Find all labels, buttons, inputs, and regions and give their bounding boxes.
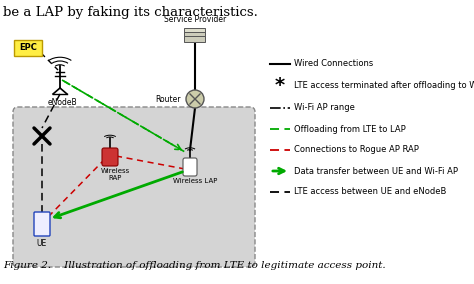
Text: Offloading from LTE to LAP: Offloading from LTE to LAP xyxy=(294,124,406,133)
Text: EPC: EPC xyxy=(19,43,37,53)
Text: LTE access terminated after offloading to Wi-Fi: LTE access terminated after offloading t… xyxy=(294,82,474,91)
FancyBboxPatch shape xyxy=(184,36,206,41)
FancyBboxPatch shape xyxy=(102,148,118,166)
Text: *: * xyxy=(275,76,285,95)
FancyBboxPatch shape xyxy=(184,32,206,37)
Text: Service Provider: Service Provider xyxy=(164,15,226,24)
Text: eNodeB: eNodeB xyxy=(47,98,77,107)
Text: Wireless
RAP: Wireless RAP xyxy=(100,168,129,181)
Text: Connections to Rogue AP RAP: Connections to Rogue AP RAP xyxy=(294,145,419,154)
FancyBboxPatch shape xyxy=(34,212,50,236)
FancyBboxPatch shape xyxy=(183,158,197,176)
Circle shape xyxy=(186,90,204,108)
Text: Data transfer between UE and Wi-Fi AP: Data transfer between UE and Wi-Fi AP xyxy=(294,166,458,176)
FancyBboxPatch shape xyxy=(184,28,206,34)
FancyBboxPatch shape xyxy=(13,107,255,267)
Text: be a LAP by faking its characteristics.: be a LAP by faking its characteristics. xyxy=(3,6,258,19)
Text: Wi-Fi AP range: Wi-Fi AP range xyxy=(294,103,355,112)
Text: Wireless LAP: Wireless LAP xyxy=(173,178,217,184)
Text: Wired Connections: Wired Connections xyxy=(294,60,373,68)
Text: LTE access between UE and eNodeB: LTE access between UE and eNodeB xyxy=(294,187,447,197)
Text: Router: Router xyxy=(155,95,181,103)
Text: Figure 2.    Illustration of offloading from LTE to legitimate access point.: Figure 2. Illustration of offloading fro… xyxy=(3,261,386,270)
FancyBboxPatch shape xyxy=(14,40,42,56)
Text: UE: UE xyxy=(37,239,47,248)
